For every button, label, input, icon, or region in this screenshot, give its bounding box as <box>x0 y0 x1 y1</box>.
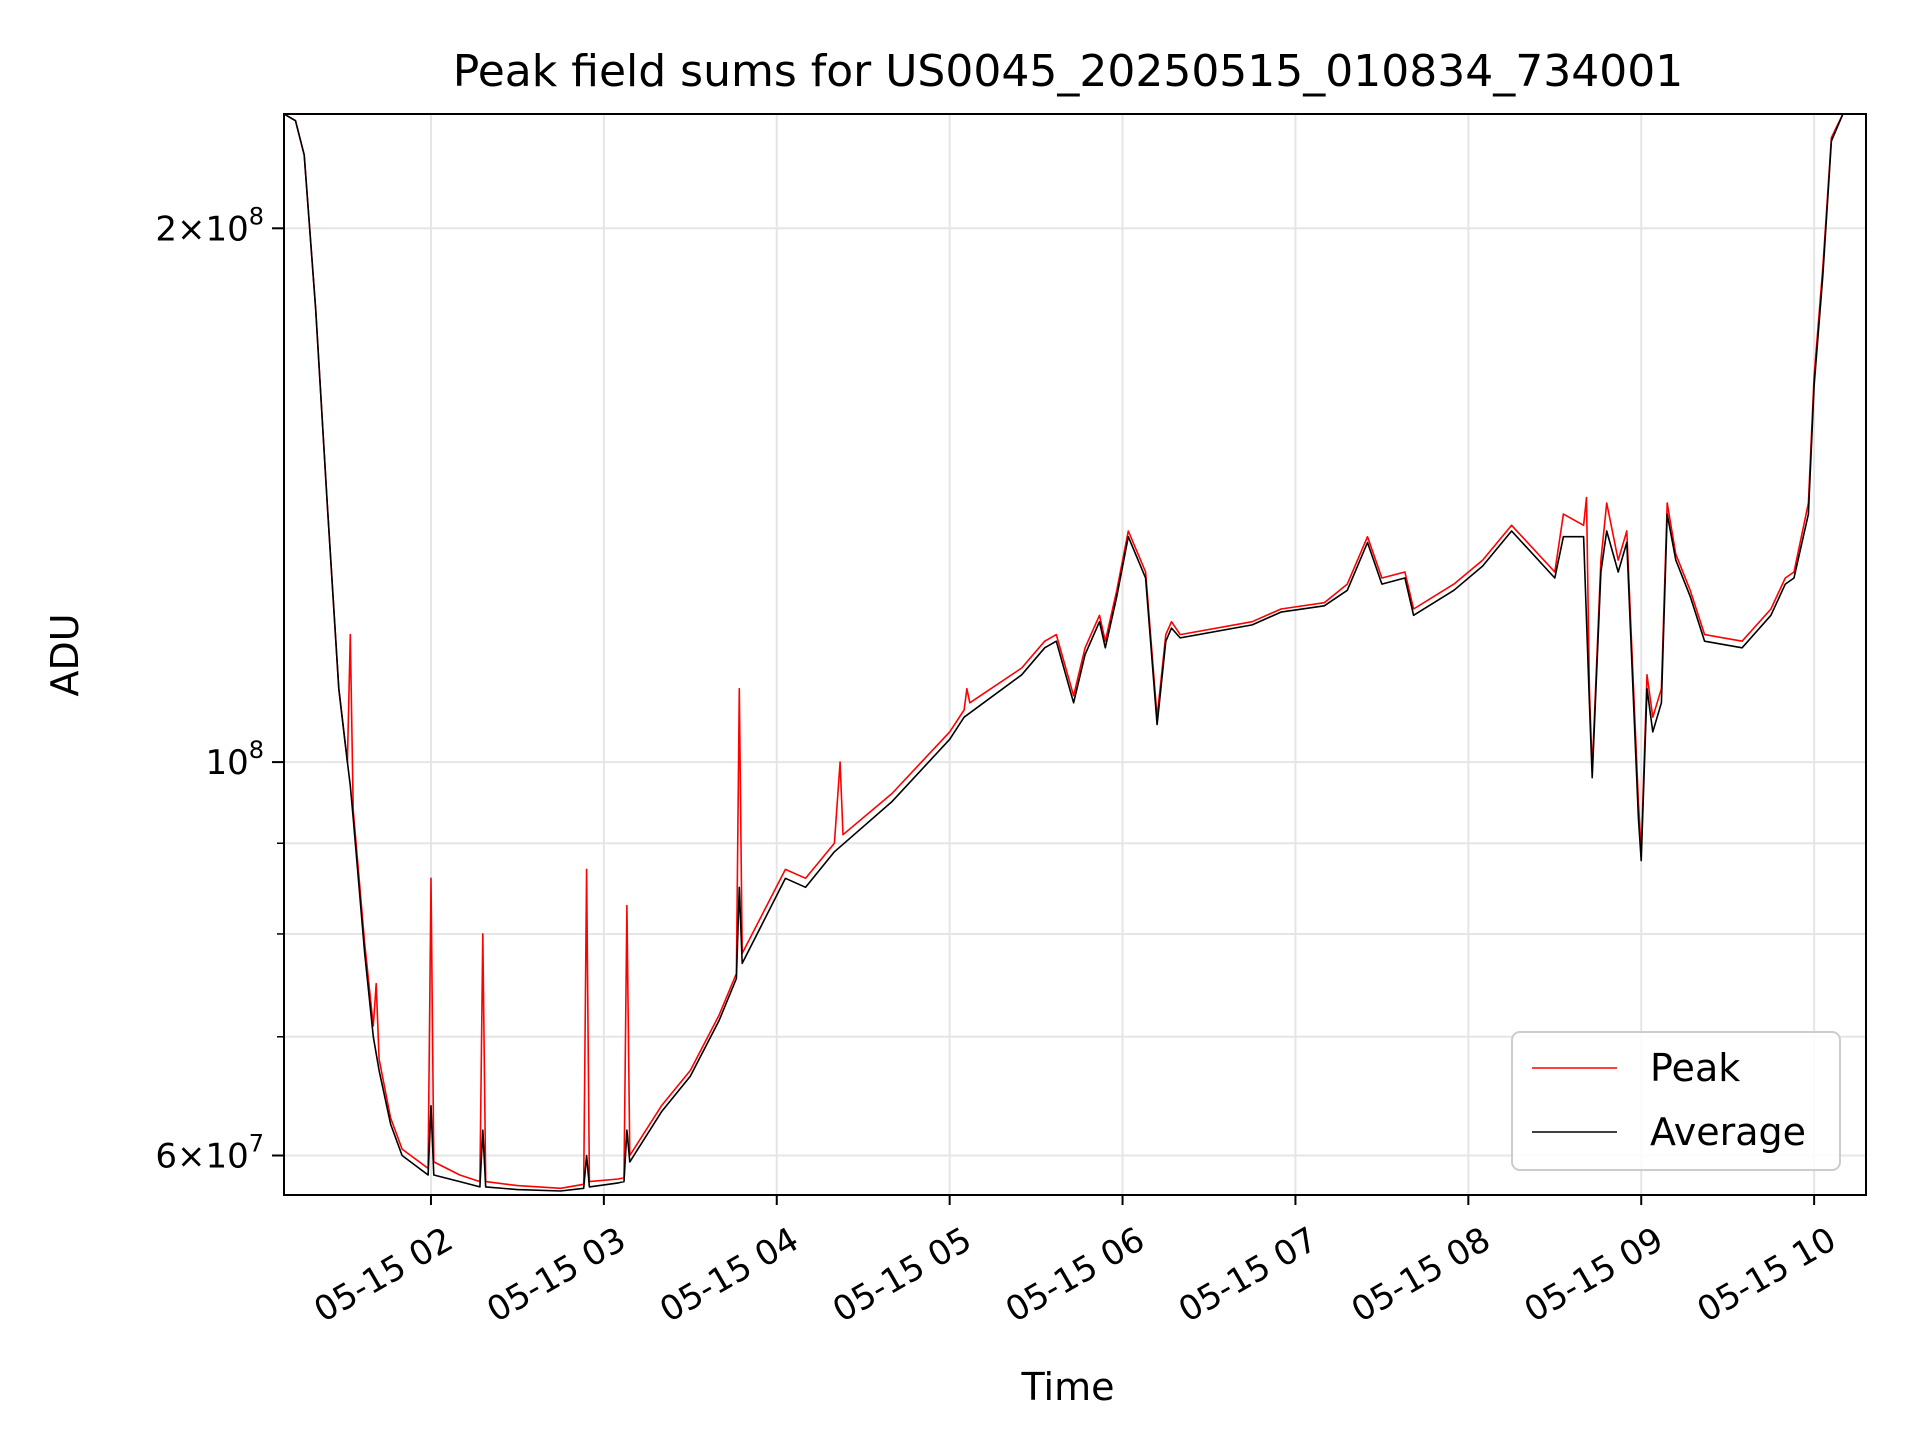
y-tick-label: 2×108 <box>155 202 264 249</box>
legend: Peak Average <box>1511 1031 1841 1171</box>
x-axis-label: Time <box>1021 1365 1115 1409</box>
series-layer <box>284 114 1866 1192</box>
series-line-average <box>284 114 1866 1192</box>
y-axis: 6×107 108 2×108 <box>155 202 284 1176</box>
legend-label-average: Average <box>1650 1110 1806 1154</box>
y-axis-label: ADU <box>43 613 87 696</box>
chart-title: Peak field sums for US0045_20250515_0108… <box>453 46 1683 97</box>
plot-frame <box>283 113 1867 1196</box>
legend-label-peak: Peak <box>1650 1046 1740 1090</box>
y-tick-label: 6×107 <box>155 1129 264 1176</box>
y-tick-label: 108 <box>205 736 264 783</box>
legend-box <box>1511 1031 1841 1171</box>
